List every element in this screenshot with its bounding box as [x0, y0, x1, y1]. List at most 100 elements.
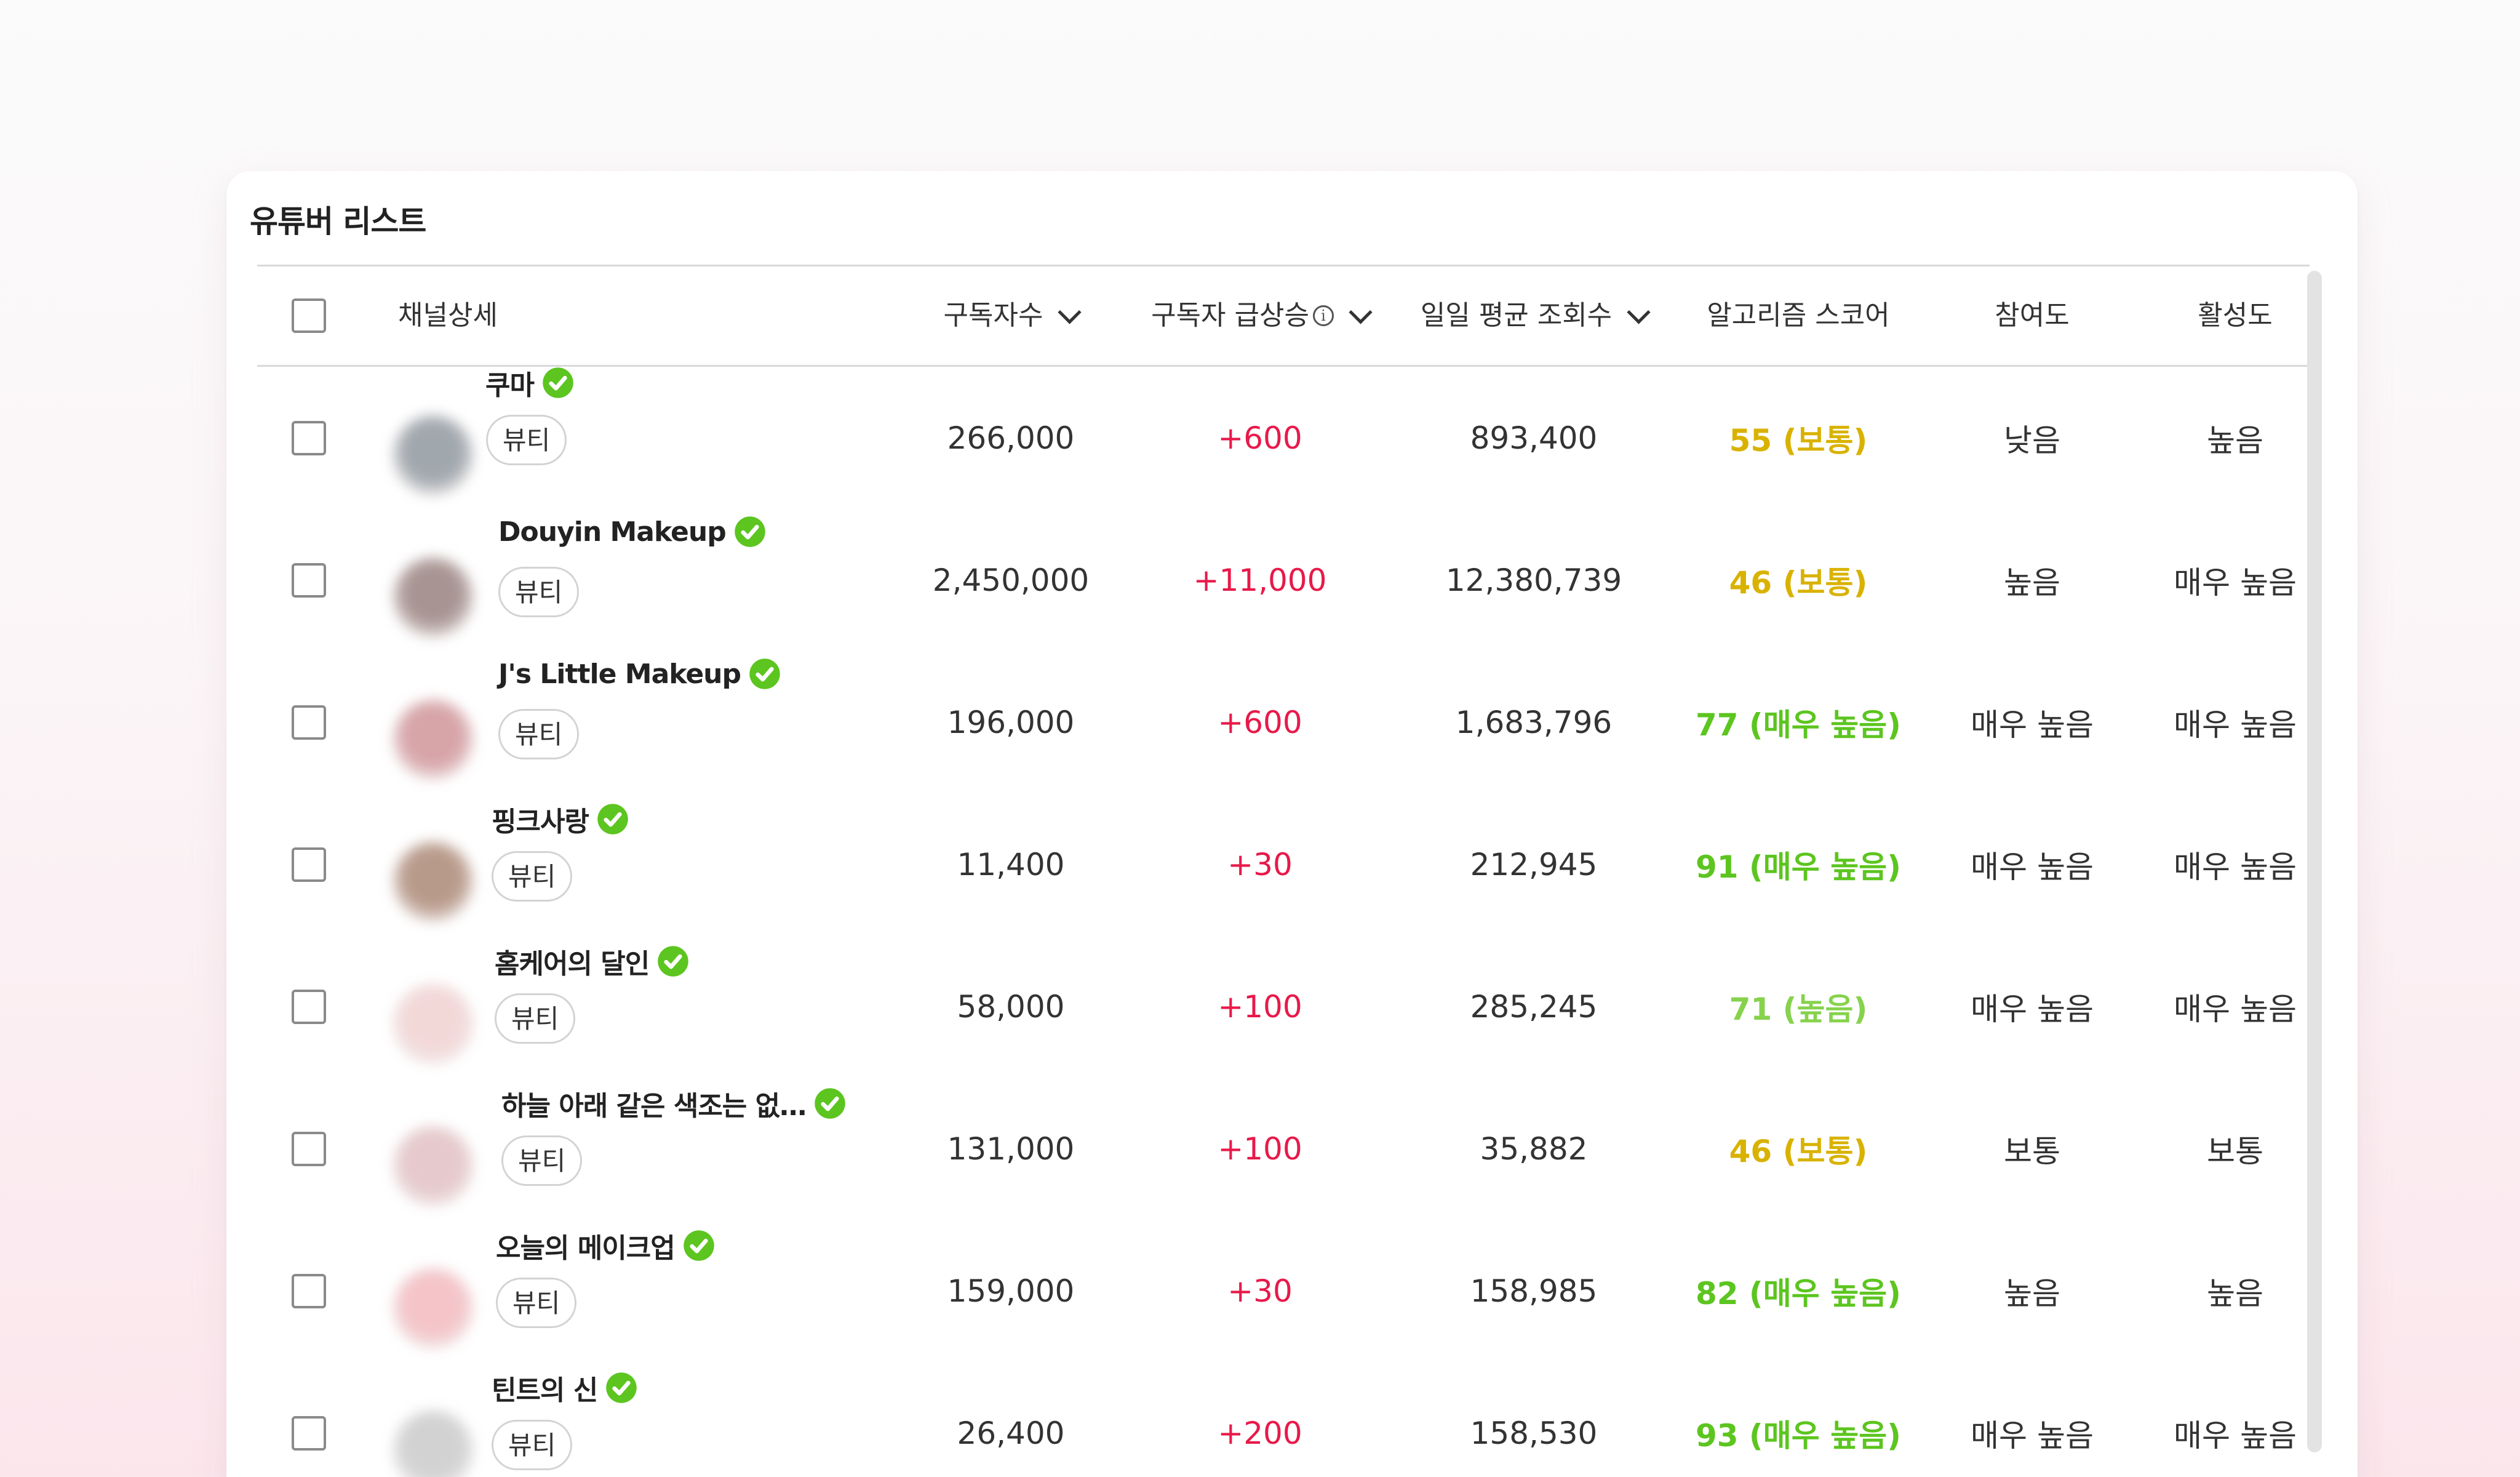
verified-badge-icon	[683, 1230, 714, 1261]
avatar[interactable]	[393, 1410, 474, 1477]
daily-views-cell: 893,400	[1470, 420, 1598, 456]
column-header-engagement-label: 참여도	[1995, 300, 2070, 331]
daily-views-cell: 35,882	[1480, 1131, 1588, 1167]
channel-name[interactable]: J's Little Makeup	[498, 657, 781, 690]
chevron-down-icon[interactable]	[1349, 300, 1373, 324]
category-tag: 뷰티	[496, 1278, 577, 1328]
table-row[interactable]: 핑크사랑 뷰티 11,400 +30 212,945 91 (매우 높음) 매우…	[257, 793, 2310, 935]
channel-name[interactable]: 핑크사랑	[492, 799, 629, 839]
engagement-cell: 낮음	[2004, 422, 2060, 458]
daily-views-cell: 12,380,739	[1445, 562, 1622, 598]
surge-cell: +200	[1218, 1415, 1302, 1451]
channel-name-label: 틴트의 신	[492, 1375, 598, 1406]
table-row[interactable]: Douyin Makeup 뷰티 2,450,000 +11,000 12,38…	[257, 509, 2310, 651]
column-header-subscribers-label: 구독자수	[943, 300, 1043, 331]
channel-name[interactable]: 쿠마	[485, 363, 575, 402]
row-checkbox[interactable]	[292, 1274, 326, 1308]
engagement-cell: 매우 높음	[1971, 849, 2094, 885]
column-header-surge-label: 구독자 급상승	[1151, 300, 1309, 331]
channel-name-label: 하늘 아래 같은 색조는 없…	[501, 1091, 807, 1122]
category-tag: 뷰티	[501, 1135, 583, 1186]
algorithm-score-cell: 82 (매우 높음)	[1695, 1275, 1902, 1311]
column-header-subscribers[interactable]: 구독자수	[903, 266, 1118, 365]
row-checkbox[interactable]	[292, 563, 326, 598]
subscribers-cell: 266,000	[947, 420, 1075, 456]
subscribers-cell: 26,400	[957, 1415, 1065, 1451]
verified-badge-icon	[606, 1372, 637, 1403]
table-row[interactable]: 쿠마 뷰티 266,000 +600 893,400 55 (보통) 낮음 높음	[257, 367, 2310, 509]
category-tag: 뷰티	[498, 709, 580, 759]
category-tag-label: 뷰티	[518, 1146, 566, 1176]
category-tag: 뷰티	[492, 851, 573, 902]
surge-cell: +30	[1227, 846, 1293, 883]
surge-cell: +11,000	[1193, 562, 1327, 598]
activity-cell: 보통	[2207, 1133, 2263, 1169]
verified-badge-icon	[543, 367, 573, 398]
engagement-cell: 매우 높음	[1971, 1417, 2094, 1454]
verified-badge-icon	[734, 516, 765, 547]
daily-views-cell: 285,245	[1470, 988, 1598, 1025]
engagement-cell: 매우 높음	[1971, 706, 2094, 743]
category-tag-label: 뷰티	[511, 1004, 559, 1034]
channel-name[interactable]: 하늘 아래 같은 색조는 없…	[501, 1084, 847, 1123]
table-row[interactable]: J's Little Makeup 뷰티 196,000 +600 1,683,…	[257, 651, 2310, 793]
column-header-algorithm: 알고리즘 스코어	[1666, 266, 1931, 365]
row-checkbox[interactable]	[292, 1132, 326, 1166]
chevron-down-icon[interactable]	[1627, 300, 1651, 324]
verified-badge-icon	[815, 1088, 845, 1119]
avatar[interactable]	[393, 557, 474, 638]
surge-cell: +100	[1218, 1131, 1302, 1167]
category-tag-label: 뷰티	[515, 719, 563, 750]
engagement-cell: 매우 높음	[1971, 991, 2094, 1027]
table-row[interactable]: 틴트의 신 뷰티 26,400 +200 158,530 93 (매우 높음) …	[257, 1362, 2310, 1477]
column-header-daily-views[interactable]: 일일 평균 조회수	[1402, 266, 1666, 365]
table-row[interactable]: 홈케어의 달인 뷰티 58,000 +100 285,245 71 (높음) 매…	[257, 935, 2310, 1078]
column-header-algorithm-label: 알고리즘 스코어	[1707, 300, 1890, 331]
channel-name[interactable]: 오늘의 메이크업	[496, 1226, 716, 1265]
activity-cell: 매우 높음	[2174, 564, 2297, 601]
avatar[interactable]	[393, 699, 474, 780]
subscribers-cell: 131,000	[947, 1131, 1075, 1167]
category-tag: 뷰티	[495, 993, 576, 1044]
surge-cell: +100	[1218, 988, 1302, 1025]
info-icon[interactable]: i	[1312, 305, 1334, 326]
channel-name[interactable]: 홈케어의 달인	[495, 942, 690, 981]
row-checkbox[interactable]	[292, 1416, 326, 1451]
avatar[interactable]	[393, 415, 474, 496]
avatar[interactable]	[393, 1126, 474, 1207]
table-row[interactable]: 오늘의 메이크업 뷰티 159,000 +30 158,985 82 (매우 높…	[257, 1220, 2310, 1362]
subscribers-cell: 196,000	[947, 704, 1075, 740]
avatar[interactable]	[393, 1268, 474, 1349]
category-tag: 뷰티	[492, 1420, 573, 1470]
channel-name[interactable]: Douyin Makeup	[498, 515, 767, 548]
category-tag-label: 뷰티	[508, 862, 556, 892]
row-checkbox[interactable]	[292, 705, 326, 740]
activity-cell: 매우 높음	[2174, 706, 2297, 743]
surge-cell: +30	[1227, 1273, 1293, 1309]
divider	[257, 265, 2310, 266]
youtuber-list-card: 유튜버 리스트 채널상세 구독자수 구독자 급상승 i 일일 평균 조회수 알고…	[226, 171, 2358, 1477]
row-checkbox[interactable]	[292, 990, 326, 1024]
vertical-scrollbar[interactable]	[2307, 271, 2322, 1452]
table-row[interactable]: 하늘 아래 같은 색조는 없… 뷰티 131,000 +100 35,882 4…	[257, 1078, 2310, 1220]
column-header-surge[interactable]: 구독자 급상승 i	[1118, 266, 1402, 365]
column-header-channel-label: 채널상세	[398, 300, 498, 331]
channel-name-label: Douyin Makeup	[498, 516, 727, 548]
row-checkbox[interactable]	[292, 421, 326, 455]
avatar[interactable]	[393, 841, 474, 923]
subscribers-cell: 2,450,000	[932, 562, 1090, 598]
activity-cell: 매우 높음	[2174, 991, 2297, 1027]
channel-name[interactable]: 틴트의 신	[492, 1368, 638, 1407]
select-all-checkbox[interactable]	[292, 298, 326, 333]
column-header-engagement: 참여도	[1931, 266, 2134, 365]
subscribers-cell: 11,400	[957, 846, 1065, 883]
avatar[interactable]	[393, 983, 474, 1065]
row-checkbox[interactable]	[292, 847, 326, 882]
channel-name-label: 쿠마	[485, 370, 535, 401]
algorithm-score-cell: 46 (보통)	[1729, 564, 1868, 601]
engagement-cell: 높음	[2004, 564, 2060, 601]
category-tag-label: 뷰티	[515, 577, 563, 607]
engagement-cell: 보통	[2004, 1133, 2060, 1169]
algorithm-score-cell: 46 (보통)	[1729, 1133, 1868, 1169]
chevron-down-icon[interactable]	[1058, 300, 1082, 324]
